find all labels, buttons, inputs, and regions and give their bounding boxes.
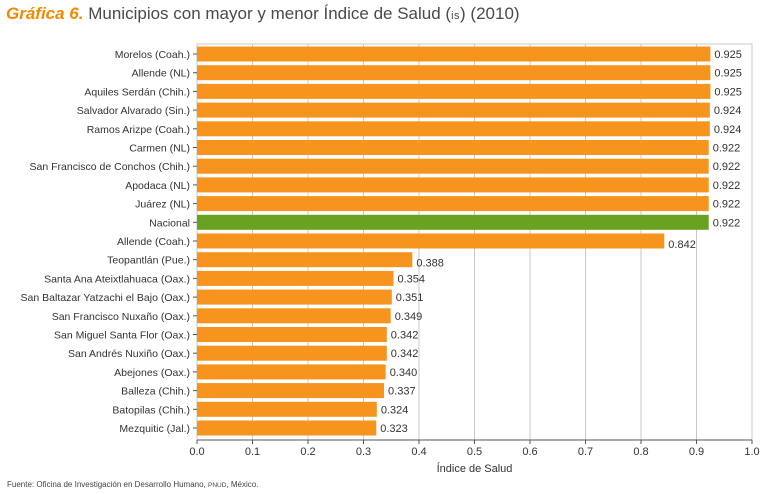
category-label: Ramos Arizpe (Coah.): [87, 124, 190, 136]
value-label: 0.340: [390, 367, 418, 379]
x-tick-label: 0.9: [689, 446, 704, 458]
category-label: San Francisco de Conchos (Chih.): [30, 161, 191, 173]
bar: [197, 177, 709, 193]
x-tick-label: 0.5: [467, 446, 482, 458]
x-tick-label: 0.3: [356, 446, 371, 458]
x-tick-label: 0.1: [245, 446, 260, 458]
category-label: San Miguel Santa Flor (Oax.): [54, 330, 190, 342]
value-label: 0.842: [668, 239, 696, 251]
category-label: Allende (NL): [132, 68, 190, 80]
category-label: Teopantlán (Pue.): [107, 255, 190, 267]
x-tick-label: 0.7: [578, 446, 593, 458]
chart-number: Gráfica 6.: [6, 4, 84, 23]
bar: [197, 420, 377, 436]
source-abbr: PNUD: [208, 482, 227, 489]
bar: [197, 233, 665, 249]
value-label: 0.388: [416, 258, 444, 270]
x-axis-label: Índice de Salud: [437, 462, 513, 475]
bar: [197, 46, 711, 62]
bar-highlight: [197, 214, 709, 230]
source-suffix: , México.: [226, 480, 259, 489]
bar: [197, 65, 711, 81]
bar: [197, 364, 386, 380]
bar: [197, 327, 387, 342]
category-label: Balleza (Chih.): [121, 386, 190, 398]
x-tick-label: 0.4: [411, 446, 426, 458]
chart-title-text: Municipios con mayor y menor Índice de S…: [88, 4, 452, 23]
category-label: Aquiles Serdán (Chih.): [84, 86, 190, 98]
category-label: Juárez (NL): [135, 199, 190, 211]
value-label: 0.922: [713, 143, 741, 155]
value-label: 0.324: [381, 404, 409, 416]
value-label: 0.925: [714, 49, 742, 61]
value-label: 0.924: [714, 105, 742, 117]
category-label: Santa Ana Ateixtlahuaca (Oax.): [44, 273, 190, 285]
chart-title: Gráfica 6. Municipios con mayor y menor …: [6, 3, 520, 27]
category-label: Morelos (Coah.): [115, 49, 190, 61]
value-label: 0.922: [713, 180, 741, 192]
source-prefix: Fuente: Oficina de Investigación en Desa…: [7, 480, 208, 489]
bar: [197, 308, 391, 324]
category-label: Carmen (NL): [129, 143, 190, 155]
value-label: 0.922: [713, 217, 741, 229]
category-label: San Andrés Nuxiño (Oax.): [68, 348, 190, 360]
x-tick-label: 1.0: [744, 446, 759, 458]
bar: [197, 270, 394, 286]
value-label: 0.924: [714, 124, 742, 136]
bar: [197, 158, 709, 174]
category-label: San Francisco Nuxaño (Oax.): [52, 311, 190, 323]
value-label: 0.342: [391, 330, 419, 342]
value-label: 0.337: [388, 386, 416, 398]
value-label: 0.351: [396, 292, 424, 304]
category-label: San Baltazar Yatzachi el Bajo (Oax.): [21, 292, 190, 304]
value-label: 0.323: [380, 423, 408, 435]
category-label: Salvador Alvarado (Sin.): [77, 105, 190, 117]
bar: [197, 140, 709, 155]
bar: [197, 289, 392, 305]
bar: [197, 83, 711, 99]
bar: [197, 383, 385, 399]
category-label: Mezquitic (Jal.): [119, 423, 190, 435]
x-tick-label: 0.8: [633, 446, 648, 458]
x-tick-label: 0.0: [189, 446, 204, 458]
bar: [197, 102, 710, 118]
category-label: Abejones (Oax.): [114, 367, 190, 379]
x-tick-label: 0.6: [522, 446, 537, 458]
category-label: Apodaca (NL): [125, 180, 190, 192]
value-label: 0.354: [397, 273, 425, 285]
bar: [197, 196, 709, 212]
chart-title-year: ) (2010): [460, 4, 520, 23]
bar: [197, 252, 413, 268]
bar-chart: 0.0 0.1 0.2 0.3 0.4 0.5 0.6 0.7 0.8 0.9 1.0 Índice …: [21, 43, 760, 475]
value-label: 0.922: [713, 199, 741, 211]
bar: [197, 121, 710, 137]
category-label: Batopilas (Chih.): [112, 404, 190, 416]
x-tick-label: 0.2: [300, 446, 315, 458]
source-note: Fuente: Oficina de Investigación en Desa…: [7, 480, 258, 489]
value-label: 0.925: [714, 86, 742, 98]
value-label: 0.922: [713, 161, 741, 173]
value-label: 0.349: [395, 311, 423, 323]
category-label: Allende (Coah.): [117, 236, 190, 248]
bar: [197, 401, 377, 417]
value-label: 0.925: [714, 68, 742, 80]
value-label: 0.342: [391, 348, 419, 360]
category-label: Nacional: [149, 217, 190, 229]
bar: [197, 345, 387, 361]
chart-title-abbr: IS: [451, 10, 461, 22]
